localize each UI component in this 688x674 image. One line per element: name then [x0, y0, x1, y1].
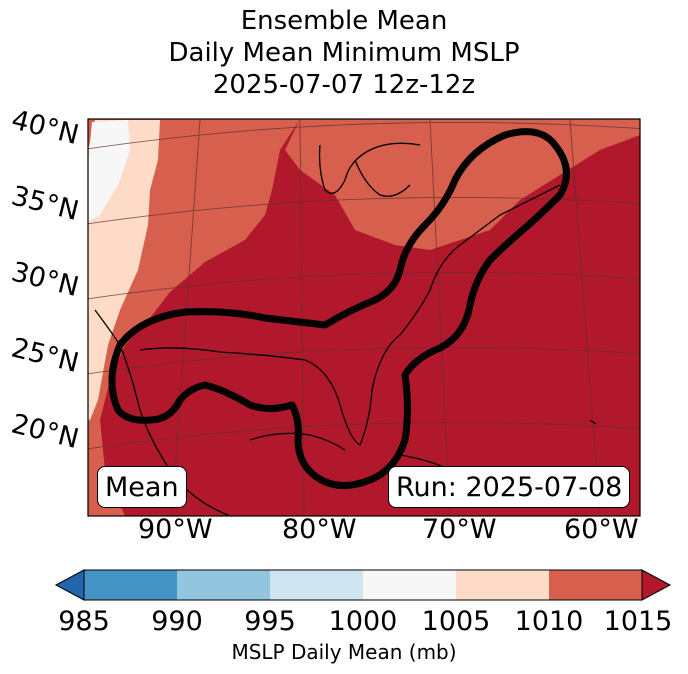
- pressure-field-995-1000: [88, 120, 130, 222]
- colorbar-label: MSLP Daily Mean (mb): [231, 640, 457, 664]
- map-panel: [88, 119, 640, 516]
- lon-label-90w: 90°W: [138, 514, 213, 545]
- colorbar-extend-high: [641, 569, 672, 601]
- title-line-1: Ensemble Mean: [240, 6, 448, 36]
- graticule: [88, 119, 640, 516]
- title-line-2: Daily Mean Minimum MSLP: [168, 38, 520, 68]
- run-date-box: Run: 2025-07-08: [388, 466, 631, 508]
- colorbar-tick-995: 995: [244, 606, 296, 637]
- colorbar-tick-1000: 1000: [328, 606, 398, 637]
- lon-label-60w: 60°W: [564, 514, 639, 545]
- colorbar-segment-1000-1005: [363, 570, 456, 600]
- mean-label-box: Mean: [97, 466, 187, 508]
- colorbar-tick-1015: 1015: [603, 606, 673, 637]
- colorbar-tick-985: 985: [58, 606, 110, 637]
- pressure-field-1005-1010-north: [285, 119, 640, 250]
- ensemble-contour: [108, 128, 570, 489]
- title-line-3: 2025-07-07 12z-12z: [212, 70, 476, 100]
- colorbar-segment-990-995: [177, 570, 270, 600]
- map-frame: [87, 118, 641, 517]
- lon-label-70w: 70°W: [422, 514, 497, 545]
- colorbar-frame: [83, 569, 643, 601]
- colorbar-tick-990: 990: [151, 606, 203, 637]
- colorbar-tick-1010: 1010: [514, 606, 584, 637]
- colorbar-segment-995-1000: [270, 570, 363, 600]
- colorbar: [54, 569, 672, 601]
- colorbar-segment-1010-1015: [549, 570, 642, 600]
- colorbar-segment-985-990: [84, 570, 177, 600]
- lon-label-80w: 80°W: [282, 514, 357, 545]
- colorbar-tick-1005: 1005: [421, 606, 491, 637]
- colorbar-segment-1005-1010: [456, 570, 549, 600]
- colorbar-extend-low: [54, 569, 85, 601]
